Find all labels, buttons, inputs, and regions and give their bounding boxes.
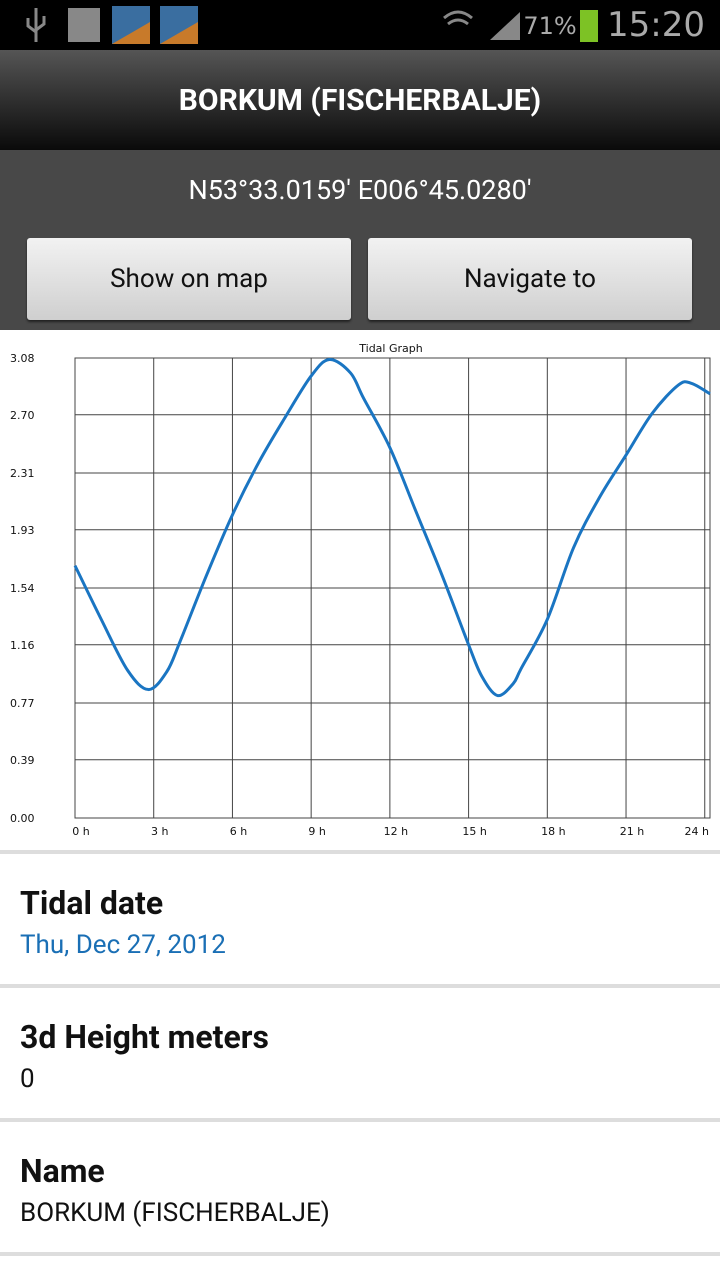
- divider: [0, 1118, 720, 1122]
- clock: 15:20: [607, 5, 705, 45]
- detail-item[interactable]: 3d Height meters 0: [0, 988, 720, 1118]
- detail-item[interactable]: Name BORKUM (FISCHERBALJE): [0, 1122, 720, 1252]
- detail-label: Name: [20, 1152, 105, 1190]
- detail-label: Tidal date: [20, 884, 164, 922]
- title-bar: BORKUM (FISCHERBALJE): [0, 50, 720, 150]
- x-tick-label: 15 h: [462, 825, 486, 838]
- x-tick-label: 18 h: [541, 825, 565, 838]
- y-tick-label: 2.31: [10, 467, 35, 480]
- detail-label: 3d Height meters: [20, 1018, 269, 1056]
- battery-text: 71%: [523, 12, 576, 40]
- location-panel: N53°33.0159' E006°45.0280' Show on map N…: [0, 150, 720, 330]
- y-tick-label: 3.08: [10, 352, 35, 365]
- status-bar: 71% 15:20: [0, 0, 720, 50]
- x-tick-label: 0 h: [72, 825, 89, 838]
- detail-value: 0: [20, 1064, 35, 1094]
- x-tick-label: 24 h: [685, 825, 709, 838]
- y-tick-label: 0.39: [10, 754, 35, 767]
- detail-item[interactable]: Tidal date Thu, Dec 27, 2012: [0, 854, 720, 984]
- x-tick-label: 21 h: [620, 825, 644, 838]
- y-tick-label: 1.16: [10, 639, 35, 652]
- chart-title: Tidal Graph: [358, 342, 422, 355]
- x-tick-label: 12 h: [384, 825, 408, 838]
- navigate-button[interactable]: Navigate to: [368, 238, 692, 320]
- x-tick-label: 9 h: [308, 825, 325, 838]
- divider: [0, 850, 720, 854]
- tidal-chart: Tidal Graph 0.00 0.39 0.77 1.16 1.54 1.93 2.31…: [10, 342, 711, 838]
- tide-line: [73, 357, 711, 698]
- y-tick-label: 1.93: [10, 524, 35, 537]
- plot-frame: [74, 357, 711, 819]
- detail-value: Thu, Dec 27, 2012: [20, 930, 226, 960]
- y-tick-label: 1.54: [10, 582, 35, 595]
- title: BORKUM (FISCHERBALJE): [178, 82, 542, 118]
- y-tick-label: 2.70: [10, 409, 35, 422]
- y-tick-label: 0.00: [10, 812, 35, 825]
- y-tick-label: 0.77: [10, 697, 35, 710]
- x-tick-label: 6 h: [230, 825, 247, 838]
- divider: [0, 1252, 720, 1256]
- detail-value: BORKUM (FISCHERBALJE): [20, 1198, 330, 1228]
- x-tick-label: 3 h: [151, 825, 168, 838]
- status-icons: 71% 15:20: [26, 5, 705, 45]
- divider: [0, 984, 720, 988]
- coordinates: N53°33.0159' E006°45.0280': [188, 174, 532, 206]
- show-on-map-button[interactable]: Show on map: [27, 238, 351, 320]
